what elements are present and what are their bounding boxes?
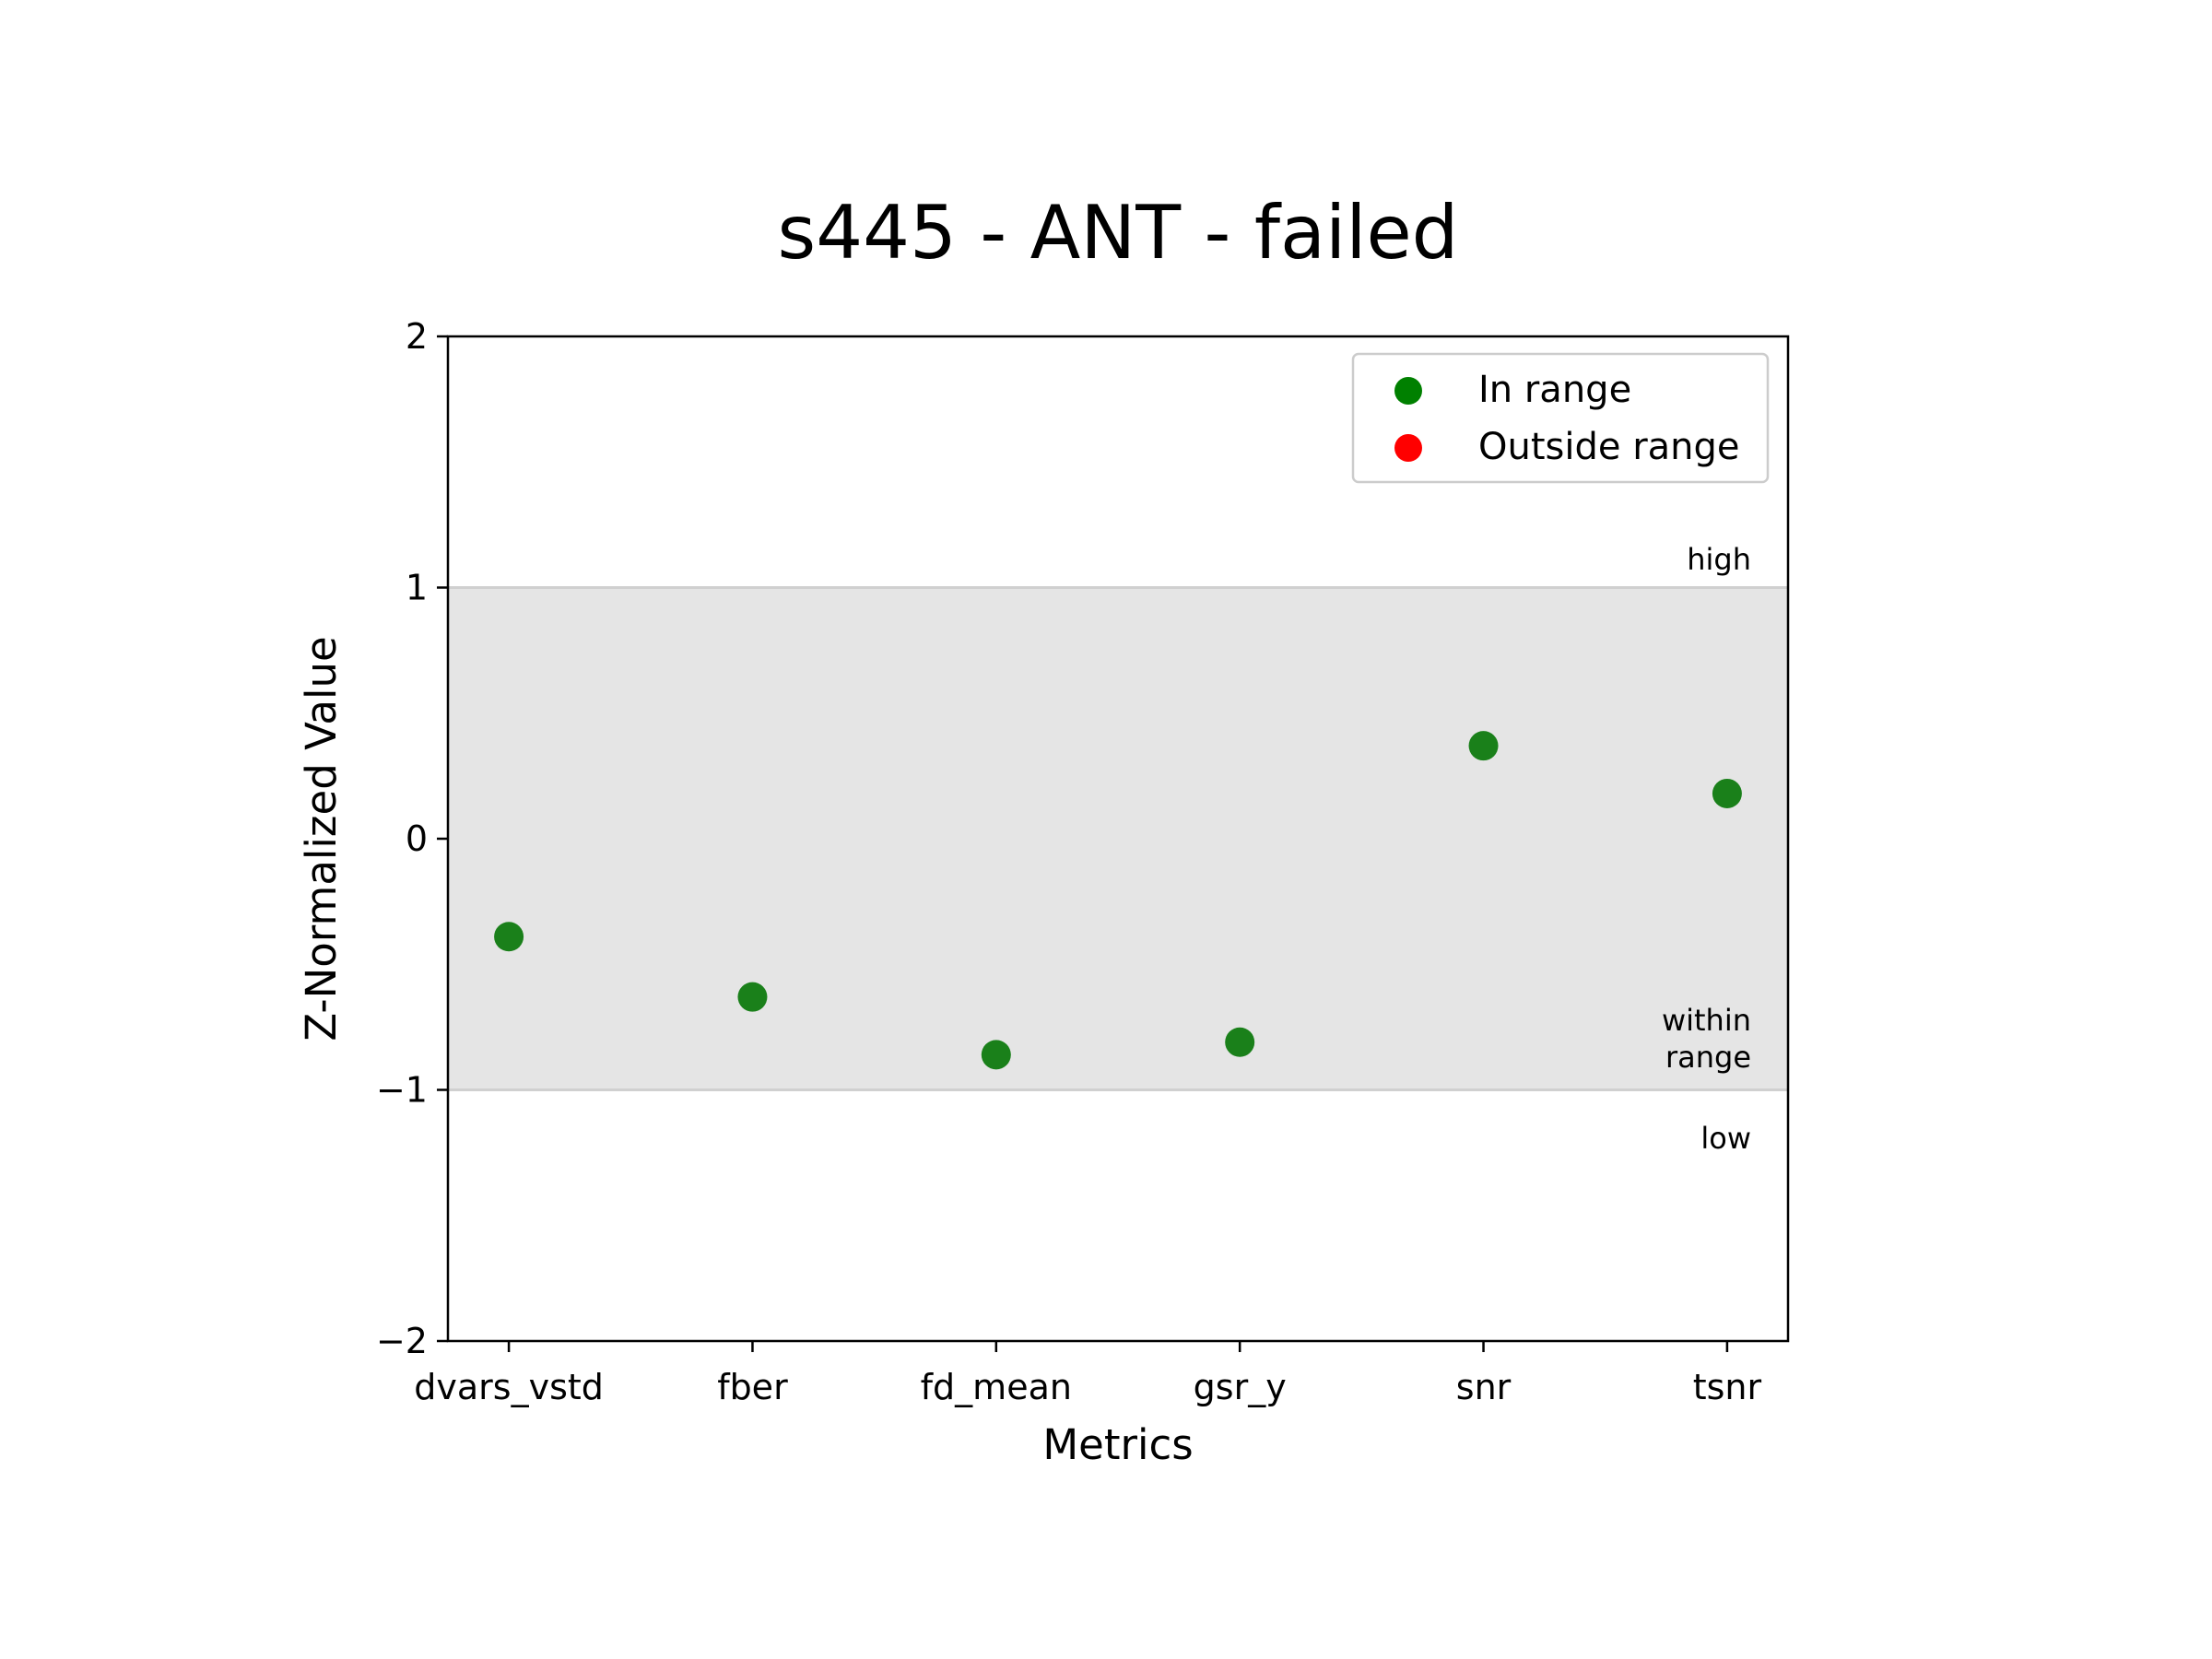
band-label-high: high [1687,542,1751,577]
legend: In range Outside range [1351,352,1770,484]
legend-box [1351,352,1770,484]
y-tick-label: 0 [406,818,428,859]
legend-marker-in-range [1394,377,1422,405]
y-axis-label: Z-Normalized Value [297,636,346,1041]
x-tick-label: fd_mean [921,1367,1072,1407]
legend-label-outside-range: Outside range [1478,426,1740,468]
x-tick-label: fber [717,1367,788,1407]
data-point [1225,1027,1255,1057]
data-point [981,1040,1011,1070]
y-axis: 2 1 0 −1 −2 [376,316,448,1361]
y-tick-label: −2 [376,1321,428,1361]
y-tick-label: 1 [406,568,428,608]
chart-title: s445 - ANT - failed [778,190,1459,276]
data-point [1712,778,1742,808]
band-label-range: range [1665,1040,1751,1075]
x-tick-label: gsr_y [1194,1367,1287,1407]
y-tick-label: −1 [376,1070,428,1111]
band-label-low: low [1700,1121,1751,1156]
x-axis-label: Metrics [1042,1420,1193,1469]
range-band [448,586,1788,1091]
data-point [494,922,524,952]
legend-label-in-range: In range [1478,369,1631,411]
y-tick-label: 2 [406,316,428,357]
x-tick-label: snr [1456,1367,1512,1407]
x-tick-label: dvars_vstd [414,1367,604,1407]
band-label-within: within [1662,1003,1751,1038]
x-axis: dvars_vstd fber fd_mean gsr_y snr tsnr [414,1341,1761,1407]
x-tick-label: tsnr [1693,1367,1762,1407]
data-point [1468,731,1499,761]
legend-marker-outside-range [1394,434,1422,462]
range-band-fill [448,587,1788,1090]
data-point [737,982,768,1012]
data-points [494,731,1742,1070]
